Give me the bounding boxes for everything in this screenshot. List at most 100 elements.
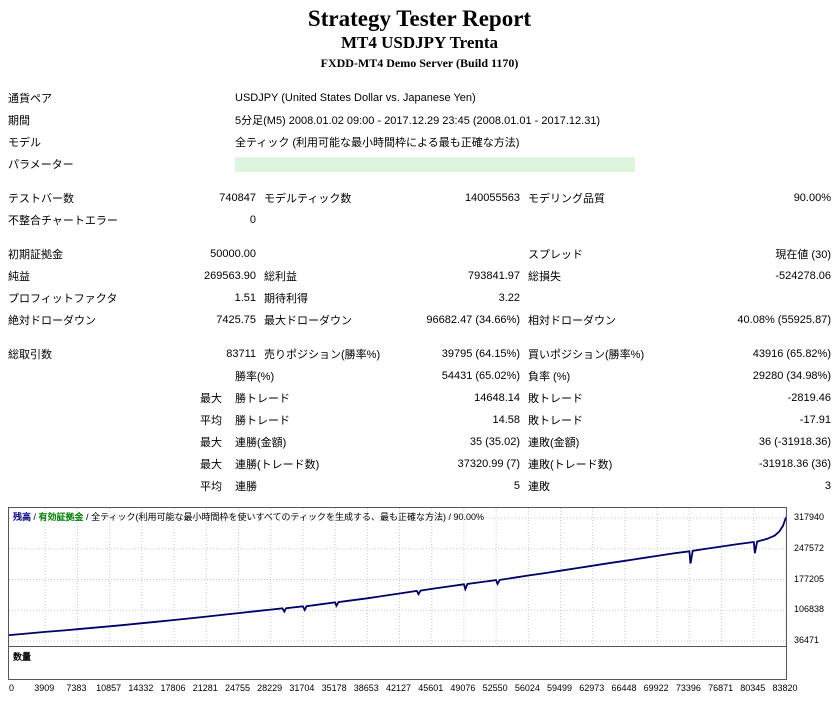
- report-label: 通貨ペア: [8, 93, 52, 105]
- report-label: モデリング品質: [528, 193, 605, 205]
- x-axis-label: 0: [9, 683, 15, 693]
- report-label: 負率 (%): [528, 371, 571, 383]
- report-label: 勝トレード: [235, 393, 290, 405]
- report-label: 初期証拠金: [8, 249, 63, 261]
- report-value: 50000.00: [210, 248, 256, 260]
- report-label: モデル: [8, 137, 41, 149]
- report-value: 43916 (65.82%): [752, 348, 831, 360]
- report-value: 39795 (64.15%): [441, 348, 520, 360]
- report-row: 通貨ペア USDJPY (United States Dollar vs. Jap…: [8, 87, 831, 109]
- report-row: 総取引数 83711 売りポジション(勝率%) 39795 (64.15%) 買いポジシ…: [8, 343, 831, 365]
- report-label: 最大: [200, 393, 222, 405]
- row-spacer: [8, 331, 831, 343]
- report-label: 純益: [8, 271, 30, 283]
- report-label: 平均: [200, 415, 222, 427]
- report-value: 7425.75: [216, 314, 256, 326]
- report-value: 269563.90: [204, 270, 256, 282]
- report-label: テストバー数: [8, 193, 74, 205]
- report-label: スプレッド: [528, 249, 583, 261]
- x-axis-label: 73396: [675, 683, 701, 693]
- y-axis-label: 247572: [794, 542, 825, 553]
- report-label: 売りポジション(勝率%): [264, 349, 381, 361]
- balance-curve-svg: [9, 508, 786, 646]
- row-spacer: [8, 175, 831, 187]
- report-label: 総利益: [264, 271, 297, 283]
- x-axis-label: 52550: [482, 683, 508, 693]
- x-axis-label: 42127: [385, 683, 412, 693]
- report-value: 36 (-31918.36): [758, 436, 831, 448]
- balance-chart: 残高 / 有効証拠金 / 全ティック(利用可能な最小時間枠を使いすべてのティック…: [8, 507, 831, 696]
- report-value: 54431 (65.02%): [441, 370, 520, 382]
- report-label: 平均: [200, 481, 222, 493]
- report-label: 最大: [200, 437, 222, 449]
- report-value: 35 (35.02): [469, 436, 520, 448]
- y-axis-label: 317940: [794, 512, 825, 522]
- x-axis-label: 17806: [160, 683, 186, 693]
- y-axis-label: 106838: [794, 604, 825, 615]
- report-label: 相対ドローダウン: [528, 315, 616, 327]
- x-axis-label: 80345: [740, 683, 766, 693]
- report-label: 連敗(トレード数): [528, 459, 613, 471]
- report-label: モデルティック数: [264, 193, 352, 205]
- x-axis-label: 31704: [289, 683, 315, 693]
- x-axis-label: 28229: [257, 683, 283, 693]
- report-label: 連敗(金額): [528, 437, 580, 449]
- legend-separator: /: [83, 512, 92, 522]
- report-label: 連敗: [528, 481, 550, 493]
- report-value: 29280 (34.98%): [752, 370, 831, 382]
- report-value: 140055563: [464, 192, 520, 204]
- report-header: Strategy Tester Report MT4 USDJPY Trenta…: [8, 6, 831, 71]
- x-axis-label: 14332: [128, 683, 154, 693]
- report-row: 平均 連勝 5 連敗 3: [8, 475, 831, 497]
- x-axis-label: 49076: [450, 683, 476, 693]
- x-axis-label: 83820: [772, 683, 798, 693]
- x-axis-label: 24755: [224, 683, 250, 693]
- y-axis-label: 177205: [794, 573, 825, 584]
- report-value: 90.00%: [793, 192, 831, 204]
- report-row: 勝率(%) 54431 (65.02%) 負率 (%) 29280 (34.98%): [8, 365, 831, 387]
- x-axis-label: 21281: [192, 683, 218, 693]
- x-axis-label: 56024: [514, 683, 540, 693]
- report-value: 14648.14: [474, 392, 520, 404]
- legend-separator: /: [31, 512, 39, 522]
- report-label: プロフィットファクタ: [8, 293, 118, 305]
- report-row: テストバー数 740847 モデルティック数 140055563 モデリング品質 90.0…: [8, 187, 831, 209]
- report-value: -31918.36 (36): [758, 458, 831, 470]
- report-label: 連勝(トレード数): [235, 459, 320, 471]
- report-label: 勝率(%): [235, 371, 275, 383]
- report-row: パラメーター: [8, 153, 831, 175]
- report-label: 連勝(金額): [235, 437, 287, 449]
- parameters-highlight: [235, 156, 635, 172]
- legend-balance-label: 残高: [13, 512, 32, 522]
- page-title: Strategy Tester Report: [307, 6, 532, 31]
- report-label: 不整合チャートエラー: [8, 215, 118, 227]
- lot-size-panel: 数量: [8, 647, 787, 680]
- report-value: 3.22: [498, 292, 520, 304]
- report-label: 期待利得: [264, 293, 308, 305]
- report-label: 勝トレード: [235, 415, 290, 427]
- report-row: 最大 連勝(トレード数) 37320.99 (7) 連敗(トレード数) -31918.3…: [8, 453, 831, 475]
- server-info: FXDD-MT4 Demo Server (Build 1170): [320, 56, 519, 70]
- x-axis-label: 35178: [321, 683, 347, 693]
- report-label: 期間: [8, 115, 30, 127]
- report-value: 5: [513, 480, 520, 492]
- report-table: 通貨ペア USDJPY (United States Dollar vs. Jap…: [8, 87, 831, 497]
- legend-equity-label: 有効証拠金: [38, 512, 84, 522]
- report-label: 敗トレード: [528, 415, 583, 427]
- report-label: 敗トレード: [528, 393, 583, 405]
- report-symbol-title: MT4 USDJPY Trenta: [340, 33, 499, 52]
- x-axis-label: 3909: [34, 683, 55, 693]
- chart-legend: 残高 / 有効証拠金 / 全ティック(利用可能な最小時間枠を使いすべてのティック…: [13, 510, 484, 523]
- x-axis-label: 69922: [643, 683, 669, 693]
- report-label: 最大ドローダウン: [264, 315, 352, 327]
- report-value: -2819.46: [787, 392, 831, 404]
- report-value: 740847: [219, 192, 256, 204]
- x-axis-label: 7383: [66, 683, 87, 693]
- balance-plot-area: 残高 / 有効証拠金 / 全ティック(利用可能な最小時間枠を使いすべてのティック…: [8, 507, 787, 647]
- x-axis-label: 66448: [611, 683, 637, 693]
- report-label: 全ティック (利用可能な最小時間枠による最も正確な方法): [235, 137, 520, 149]
- report-label: パラメーター: [8, 159, 74, 171]
- report-value: 0: [249, 214, 256, 226]
- row-spacer: [8, 231, 831, 243]
- report-value: 40.08% (55925.87): [737, 314, 831, 326]
